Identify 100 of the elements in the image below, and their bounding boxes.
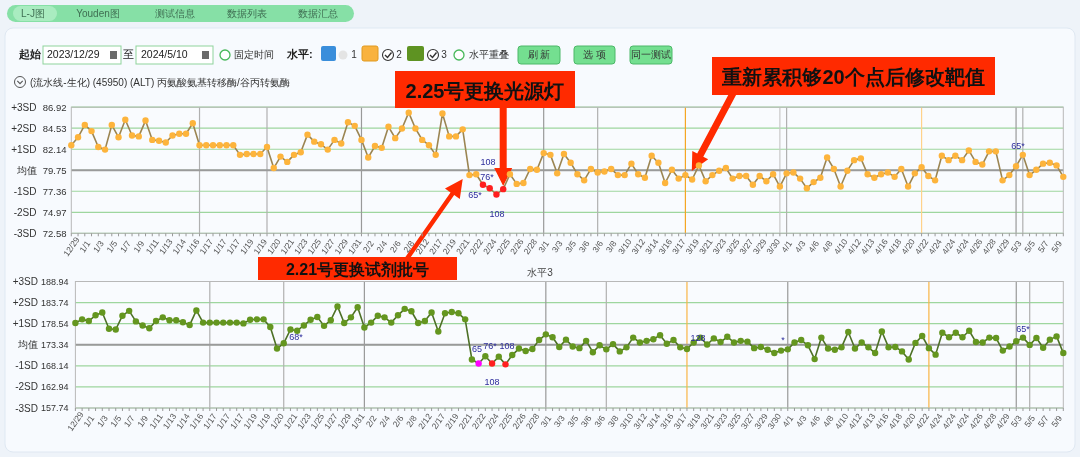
text: 重新累积够20个点后修改靶值 — [721, 66, 985, 88]
text: 2.21号更换试剂批号 — [285, 260, 430, 278]
y-tick-label: 157.74 — [40, 403, 69, 413]
x-tick-label: 3/8 — [603, 238, 619, 255]
annotation: 108 — [484, 377, 500, 387]
x-tick-label: 5/7 — [1035, 238, 1051, 255]
text: 测试信息 — [155, 8, 195, 19]
y-tick-label: 82.14 — [42, 143, 67, 155]
x-tick-label: 3/6 — [590, 238, 606, 255]
text: 数据列表 — [227, 8, 267, 19]
x-tick-label: 1/7 — [117, 238, 133, 255]
y2-tick-label: +1SD — [12, 318, 38, 330]
x-tick-label: 3/5 — [565, 413, 581, 429]
x-tick-label: 2/4 — [374, 238, 390, 255]
text: Youden图 — [76, 8, 120, 19]
y2-tick-label: -3SD — [15, 402, 38, 414]
x-tick-label: 1/9 — [131, 238, 147, 255]
annotation: 108 — [489, 209, 505, 219]
chart-title: 水平3 — [527, 267, 554, 278]
annotation: 65* — [468, 190, 483, 200]
y2-tick-label: +1SD — [11, 143, 37, 155]
x-tick-label: 5/9 — [1049, 238, 1065, 255]
y-tick-label: 79.75 — [42, 164, 67, 176]
x-tick-label: 3/8 — [605, 413, 621, 429]
x-tick-label: 4/6 — [806, 238, 822, 255]
x-tick-label: 3/6 — [578, 413, 594, 429]
y-tick-label: 168.14 — [40, 360, 69, 371]
text: 选 项 — [583, 49, 606, 60]
text: L-J图 — [21, 8, 45, 19]
annotation: 68* — [289, 332, 304, 342]
x-tick-label: 5/5 — [1022, 238, 1038, 255]
y2-tick-label: 均值 — [15, 164, 37, 176]
annotation: 108 — [499, 341, 515, 351]
text: 2.25号更换光源灯 — [405, 79, 565, 102]
y-tick-label: 74.97 — [42, 206, 67, 218]
text: 1 — [351, 49, 358, 60]
x-tick-label: 4/8 — [819, 238, 835, 255]
y2-tick-label: +3SD — [12, 276, 38, 287]
annotation: 65 — [471, 344, 483, 354]
x-tick-label: 5/5 — [1022, 413, 1038, 429]
text: 2023/12/29 — [47, 48, 100, 60]
text: 水平重叠 — [469, 49, 509, 60]
y2-tick-label: +2SD — [11, 122, 37, 134]
x-tick-label: 5/3 — [1008, 413, 1024, 429]
y2-tick-label: +3SD — [11, 101, 37, 113]
x-tick-label: 3/1 — [536, 238, 552, 255]
x-tick-label: 3/3 — [549, 238, 565, 255]
x-tick-label: 2/6 — [387, 238, 403, 255]
y-tick-label: 183.74 — [40, 297, 69, 308]
x-tick-label: 2/8 — [401, 238, 417, 255]
x-tick-label: 1/5 — [108, 413, 124, 429]
y-tick-label: 188.94 — [40, 276, 69, 287]
x-tick-label: 4/3 — [793, 413, 809, 429]
text: 水平: — [286, 48, 313, 60]
x-tick-label: 4/3 — [792, 238, 808, 255]
annotation: 108 — [480, 157, 496, 167]
x-tick-label: 4/1 — [779, 238, 795, 255]
text: 固定时间 — [234, 49, 274, 60]
y2-tick-label: +2SD — [12, 297, 38, 309]
annotation: 65* — [1016, 324, 1031, 334]
y2-tick-label: -1SD — [13, 185, 37, 197]
y2-tick-label: -2SD — [15, 381, 38, 393]
text: 2024/5/10 — [141, 48, 188, 60]
annotation: 76* — [483, 341, 498, 351]
text: 数据汇总 — [298, 8, 338, 19]
x-tick-label: 4/8 — [820, 413, 836, 429]
text: 2 — [396, 49, 403, 60]
y-tick-label: 86.92 — [42, 101, 67, 113]
y2-tick-label: -2SD — [13, 206, 37, 218]
x-tick-label: 3/1 — [538, 413, 554, 429]
y-tick-label: 178.54 — [40, 318, 69, 329]
x-tick-label: 5/7 — [1035, 413, 1051, 429]
x-tick-label: 3/3 — [551, 413, 567, 429]
x-tick-label: 3/5 — [563, 238, 579, 255]
annotation: * — [781, 335, 786, 345]
y-tick-label: 173.34 — [40, 339, 69, 350]
annotation: 65* — [1011, 141, 1026, 151]
x-tick-label: 1/7 — [121, 413, 137, 429]
x-tick-label: 1/5 — [104, 238, 120, 255]
y-tick-label: 162.94 — [40, 381, 69, 392]
text: 3 — [441, 49, 448, 60]
text: 起始 — [18, 48, 42, 60]
annotation: 76* — [480, 172, 495, 182]
y-tick-label: 72.58 — [42, 227, 67, 239]
y2-tick-label: -3SD — [13, 227, 37, 239]
x-tick-label: 2/6 — [390, 413, 406, 429]
x-tick-label: 1/3 — [94, 413, 110, 429]
x-tick-label: 4/1 — [780, 413, 796, 429]
y-tick-label: 84.53 — [42, 122, 67, 134]
x-tick-label: 5/3 — [1008, 238, 1024, 255]
text: 至 — [123, 48, 134, 60]
y-tick-label: 77.36 — [42, 185, 67, 197]
x-tick-label: 3/6 — [592, 413, 608, 429]
x-tick-label: 1/3 — [90, 238, 106, 255]
annotation: 128 — [690, 333, 706, 343]
x-tick-label: 1/9 — [135, 413, 151, 429]
x-tick-label: 2/4 — [377, 413, 393, 429]
y2-tick-label: 均值 — [17, 339, 38, 351]
x-tick-label: 3/6 — [576, 238, 592, 255]
y2-tick-label: -1SD — [15, 360, 38, 372]
